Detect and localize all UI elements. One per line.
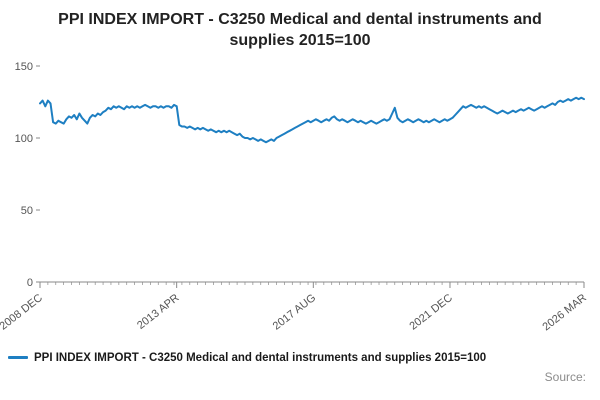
series-line — [39, 96, 585, 143]
legend: PPI INDEX IMPORT - C3250 Medical and den… — [0, 346, 600, 368]
x-tick-label: 2026 MAR — [540, 291, 588, 332]
legend-line-swatch-icon — [8, 356, 28, 360]
source-label: Source: — [544, 369, 586, 384]
y-tick-label: 50 — [21, 205, 33, 217]
y-tick-label: 0 — [27, 277, 33, 289]
y-tick-label: 150 — [15, 61, 33, 73]
chart-title: PPI INDEX IMPORT - C3250 Medical and den… — [58, 11, 542, 49]
y-tick-label: 100 — [15, 133, 33, 145]
x-tick-label: 2017 AUG — [271, 292, 318, 333]
chart-area: 0 50 100 150 2008 DEC 2013 APR 2017 AUG 2021 DE… — [0, 54, 600, 346]
x-tick-label: 2008 DEC — [0, 291, 45, 332]
legend-label: PPI INDEX IMPORT - C3250 Medical and den… — [34, 351, 487, 364]
x-tick-label: 2013 APR — [135, 291, 181, 331]
line-chart-svg: 0 50 100 150 2008 DEC 2013 APR 2017 AUG 2021 DE… — [0, 61, 589, 333]
x-tick-label: 2021 DEC — [407, 291, 454, 332]
